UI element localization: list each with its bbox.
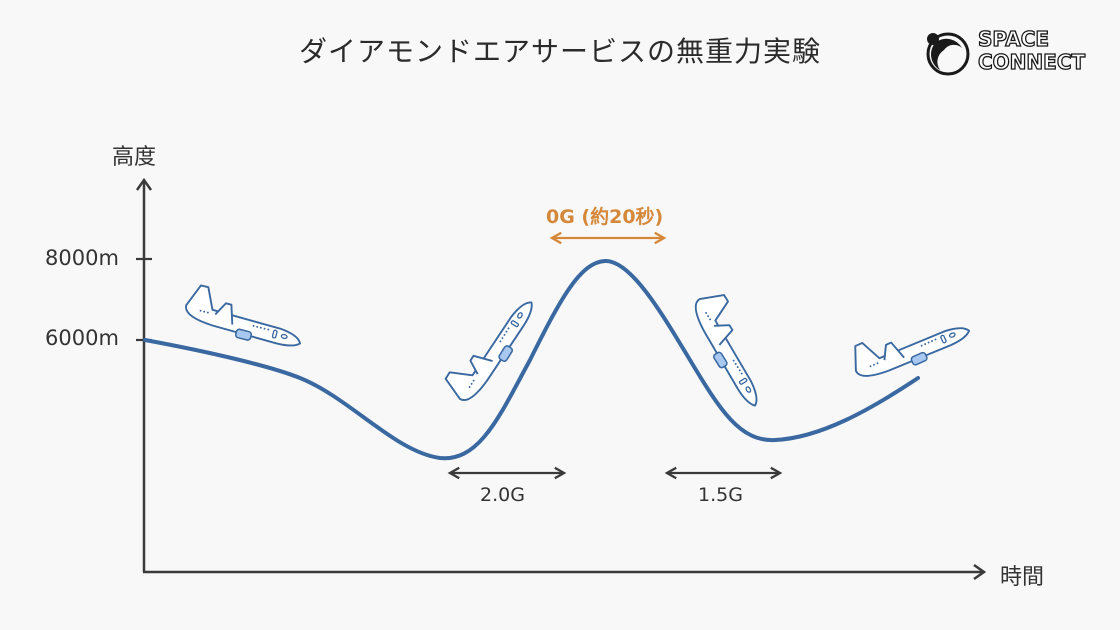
pull-up-g-label: 2.0G	[480, 484, 525, 506]
x-axis-label: 時間	[1000, 565, 1045, 590]
tick-label-6000: 6000m	[45, 326, 119, 350]
logo-line-1: SPACE	[977, 27, 1050, 51]
y-axis-label: 高度	[112, 145, 157, 170]
y-axis	[135, 177, 153, 572]
logo-line-2: CONNECT	[977, 50, 1086, 74]
airplane-icon	[439, 284, 541, 410]
tick-label-8000: 8000m	[45, 246, 119, 270]
planet-icon	[926, 32, 970, 76]
x-axis	[143, 563, 987, 581]
pull-out-g-label: 1.5G	[698, 484, 743, 506]
airplane-icon	[845, 300, 974, 390]
airplane-icon	[180, 282, 309, 354]
airplane-icon	[682, 285, 784, 412]
logo-wordmark: SPACE CONNECT	[977, 27, 1086, 74]
diagram-title: ダイアモンドエアサービスの無重力実験	[298, 35, 821, 68]
space-connect-logo: SPACE CONNECT	[922, 26, 1092, 82]
flight-profile-curve	[143, 258, 920, 461]
zero-g-label: 0G (約20秒)	[546, 206, 664, 228]
